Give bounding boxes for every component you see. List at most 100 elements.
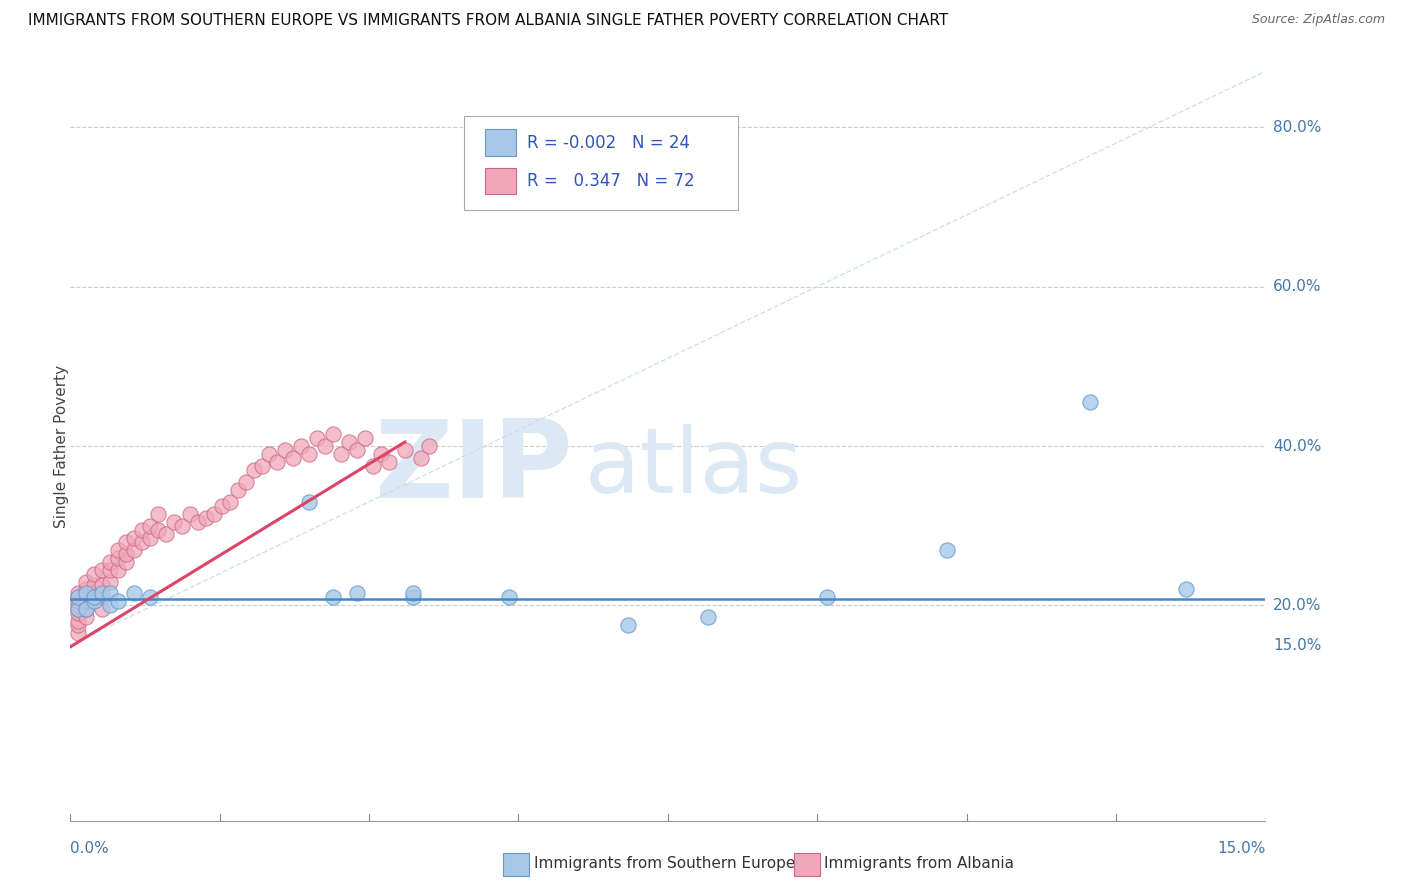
- Point: [91, 591, 114, 605]
- Point: [67, 599, 90, 613]
- Point: [409, 450, 432, 465]
- Point: [115, 534, 138, 549]
- Point: [202, 507, 225, 521]
- Point: [67, 591, 90, 605]
- Point: [402, 591, 425, 605]
- Point: [75, 610, 97, 624]
- Point: [298, 447, 321, 461]
- Point: [250, 458, 273, 473]
- Point: [67, 602, 90, 616]
- Point: [226, 483, 249, 497]
- Point: [75, 594, 97, 608]
- Point: [346, 586, 368, 600]
- Point: [211, 499, 233, 513]
- Point: [163, 515, 186, 529]
- Point: [394, 442, 416, 457]
- Point: [418, 439, 440, 453]
- Point: [307, 431, 329, 445]
- Point: [67, 586, 90, 600]
- Text: Single Father Poverty: Single Father Poverty: [55, 365, 69, 527]
- Text: Immigrants from Albania: Immigrants from Albania: [824, 856, 1014, 871]
- Point: [75, 574, 97, 589]
- Point: [1174, 582, 1197, 597]
- Point: [122, 586, 145, 600]
- Point: [83, 591, 105, 605]
- Point: [179, 507, 201, 521]
- Point: [402, 586, 425, 600]
- Text: 40.0%: 40.0%: [1274, 439, 1322, 453]
- Point: [498, 591, 520, 605]
- Point: [314, 439, 336, 453]
- Point: [107, 563, 129, 577]
- Point: [67, 618, 90, 632]
- Text: 20.0%: 20.0%: [1274, 598, 1322, 613]
- Point: [935, 542, 957, 557]
- Point: [67, 626, 90, 640]
- Point: [115, 547, 138, 561]
- Point: [370, 447, 392, 461]
- Point: [75, 586, 97, 600]
- Point: [235, 475, 257, 489]
- Point: [322, 591, 344, 605]
- Text: 15.0%: 15.0%: [1218, 840, 1265, 855]
- Point: [91, 578, 114, 592]
- Point: [91, 602, 114, 616]
- Point: [131, 534, 153, 549]
- Text: 80.0%: 80.0%: [1274, 120, 1322, 135]
- Point: [283, 450, 305, 465]
- Point: [194, 510, 217, 524]
- Point: [75, 586, 97, 600]
- Point: [361, 458, 384, 473]
- Text: 60.0%: 60.0%: [1274, 279, 1322, 294]
- Text: 0.0%: 0.0%: [70, 840, 110, 855]
- Point: [83, 591, 105, 605]
- Point: [617, 618, 640, 632]
- Point: [91, 586, 114, 600]
- Point: [98, 563, 121, 577]
- Point: [170, 518, 193, 533]
- Point: [242, 463, 264, 477]
- Text: R = -0.002   N = 24: R = -0.002 N = 24: [527, 134, 690, 152]
- Point: [107, 542, 129, 557]
- Point: [139, 518, 162, 533]
- Point: [259, 447, 281, 461]
- Point: [98, 599, 121, 613]
- Point: [83, 578, 105, 592]
- Text: Source: ZipAtlas.com: Source: ZipAtlas.com: [1251, 13, 1385, 27]
- Point: [218, 495, 240, 509]
- Point: [75, 582, 97, 597]
- Point: [696, 610, 718, 624]
- Point: [815, 591, 838, 605]
- Point: [67, 594, 90, 608]
- Point: [83, 586, 105, 600]
- Point: [322, 427, 344, 442]
- Point: [378, 455, 401, 469]
- Point: [107, 550, 129, 565]
- Text: R =   0.347   N = 72: R = 0.347 N = 72: [527, 172, 695, 190]
- Text: Immigrants from Southern Europe: Immigrants from Southern Europe: [534, 856, 796, 871]
- Point: [146, 523, 169, 537]
- Point: [75, 602, 97, 616]
- Point: [67, 602, 90, 616]
- Point: [146, 507, 169, 521]
- Point: [337, 435, 360, 450]
- Point: [290, 439, 312, 453]
- Point: [298, 495, 321, 509]
- Point: [266, 455, 288, 469]
- Point: [155, 526, 177, 541]
- Text: atlas: atlas: [585, 425, 803, 513]
- Point: [67, 615, 90, 629]
- Point: [98, 574, 121, 589]
- Point: [83, 594, 105, 608]
- Point: [122, 531, 145, 545]
- Point: [67, 591, 90, 605]
- Point: [1078, 395, 1101, 409]
- Point: [122, 542, 145, 557]
- Point: [107, 594, 129, 608]
- Point: [354, 431, 377, 445]
- Point: [131, 523, 153, 537]
- Text: IMMIGRANTS FROM SOUTHERN EUROPE VS IMMIGRANTS FROM ALBANIA SINGLE FATHER POVERTY: IMMIGRANTS FROM SOUTHERN EUROPE VS IMMIG…: [28, 13, 949, 29]
- Text: ZIP: ZIP: [374, 416, 572, 522]
- Point: [187, 515, 209, 529]
- Point: [98, 586, 121, 600]
